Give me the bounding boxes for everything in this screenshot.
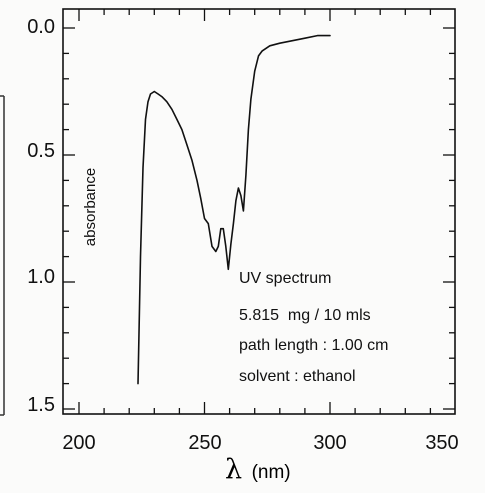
annotation-title: UV spectrum: [239, 270, 331, 287]
y-tick-label: 0.5: [27, 140, 55, 162]
y-tick-label: 0.0: [27, 16, 55, 38]
lambda-symbol: λ: [225, 454, 242, 485]
x-tick-label: 300: [313, 432, 346, 454]
plot-frame: [62, 8, 456, 415]
y-axis-label: absorbance: [82, 168, 99, 246]
x-tick-label: 250: [188, 432, 221, 454]
annotation-solvent: solvent : ethanol: [239, 368, 356, 385]
x-axis-unit: (nm): [252, 462, 291, 483]
axis-ticks: [63, 9, 455, 414]
y-tick-label: 1.5: [27, 394, 55, 416]
spectrum-line: [137, 34, 331, 385]
annotation-concentration: 5.815 mg / 10 mls: [239, 307, 371, 324]
y-tick-label: 1.0: [27, 266, 55, 288]
x-tick-label: 200: [62, 432, 95, 454]
x-tick-label: 350: [425, 432, 458, 454]
x-axis-label: λ (nm): [225, 454, 291, 485]
annotation-path-length: path length : 1.00 cm: [239, 337, 388, 354]
